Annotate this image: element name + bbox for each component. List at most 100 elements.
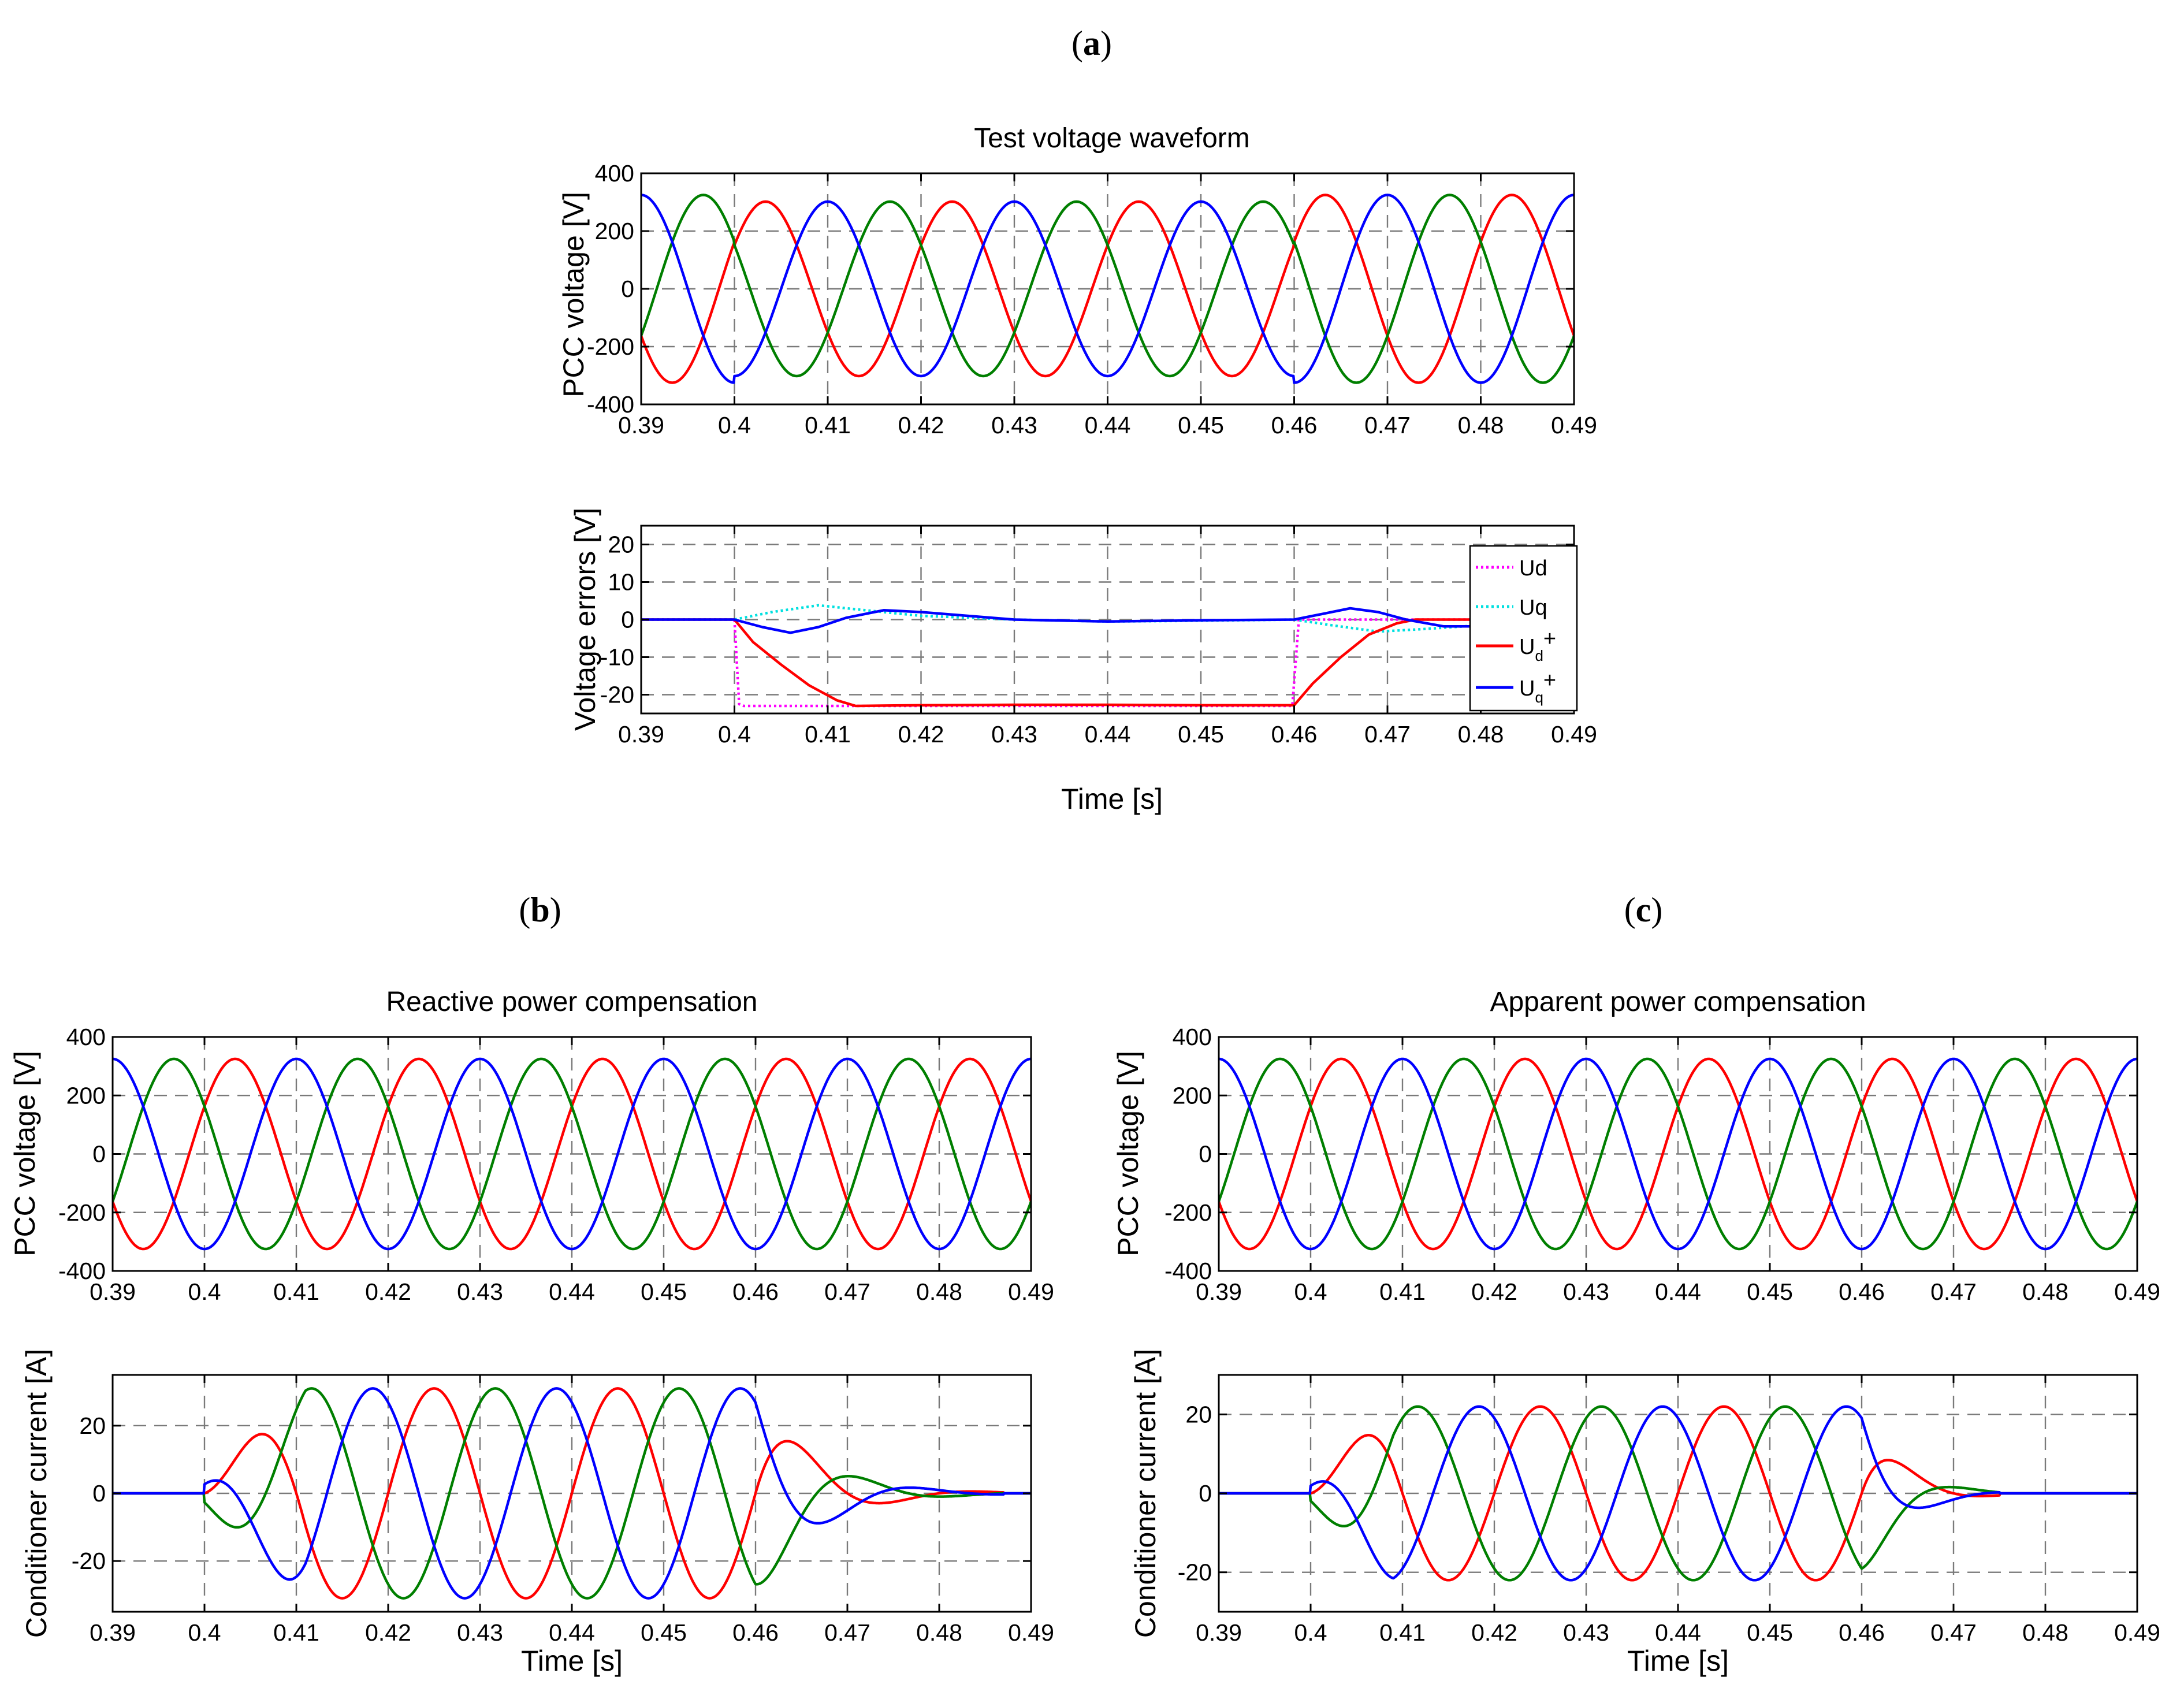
y-tick-label: 200 (1173, 1082, 1212, 1109)
x-tick-label: 0.4 (188, 1619, 221, 1646)
y-tick-label: -20 (1178, 1559, 1212, 1586)
x-tick-label: 0.39 (618, 721, 664, 748)
x-tick-label: 0.44 (549, 1619, 595, 1646)
series-line-phase-c (113, 1057, 1031, 1251)
x-tick-label: 0.46 (1839, 1619, 1885, 1646)
x-axis-label: Time [s] (1627, 1645, 1729, 1677)
chart-b-bottom: 0.39 0.4 0.41 0.42 0.43 0.44 0.45 0.46 0.47 0.48 0… (20, 1349, 1054, 1677)
chart-a-top: 0.39 0.4 0.41 0.42 0.43 0.44 0.45 0.46 0.47 0.48 0… (557, 123, 1597, 438)
x-tick-label: 0.49 (2114, 1619, 2160, 1646)
x-tick-label: 0.4 (1294, 1278, 1327, 1305)
x-tick-label: 0.44 (549, 1278, 595, 1305)
panel-label-b: (b) (519, 891, 561, 929)
x-tick-label: 0.39 (90, 1619, 136, 1646)
x-tick-label: 0.41 (1379, 1619, 1426, 1646)
x-tick-label: 0.49 (1008, 1619, 1054, 1646)
x-tick-label: 0.46 (732, 1278, 779, 1305)
x-tick-label: 0.46 (1271, 412, 1318, 438)
y-tick-label: -400 (587, 391, 634, 418)
x-tick-label: 0.45 (1178, 412, 1224, 438)
y-tick-label: -200 (1164, 1199, 1212, 1226)
series-line-phase-a (1219, 1405, 2137, 1582)
y-tick-label: -400 (58, 1258, 106, 1284)
chart-title: Apparent power compensation (1490, 987, 1866, 1017)
x-tick-label: 0.46 (1271, 721, 1318, 748)
y-tick-label: -20 (72, 1548, 106, 1574)
legend-entry-uq-plus: Uq+ (1476, 668, 1556, 706)
legend-label: Uq (1519, 596, 1547, 620)
x-axis-label: Time [s] (521, 1645, 623, 1677)
y-tick-label: 0 (1199, 1141, 1212, 1168)
legend-label: Ud+ (1519, 627, 1556, 664)
x-tick-label: 0.49 (1551, 721, 1597, 748)
chart-title: Reactive power compensation (386, 987, 757, 1017)
y-axis-label: PCC voltage [V] (557, 192, 590, 397)
legend-entry-ud-plus: Ud+ (1476, 627, 1556, 664)
series-group (1219, 1057, 2137, 1251)
plot-border (111, 1036, 1032, 1272)
series-line-phase-b (1219, 1405, 2137, 1582)
x-tick-label: 0.41 (805, 412, 851, 438)
series-line-phase-c (1219, 1057, 2137, 1251)
x-tick-label: 0.47 (1930, 1278, 1977, 1305)
x-tick-label: 0.49 (2114, 1278, 2160, 1305)
plot-border (1218, 1374, 2138, 1613)
x-tick-label: 0.43 (1563, 1619, 1609, 1646)
series-line-phase-b (113, 1387, 1031, 1600)
x-tick-label: 0.44 (1085, 412, 1131, 438)
series-line-ud-plus (641, 618, 1574, 708)
x-tick-label: 0.46 (1839, 1278, 1885, 1305)
y-tick-label: 0 (621, 607, 634, 633)
x-tick-label: 0.47 (824, 1619, 870, 1646)
x-tick-label: 0.42 (898, 412, 944, 438)
x-tick-label: 0.4 (1294, 1619, 1327, 1646)
plot-border (640, 172, 1575, 406)
x-tick-label: 0.44 (1655, 1619, 1701, 1646)
legend-label: Ud (1519, 556, 1547, 581)
x-tick-label: 0.41 (273, 1278, 319, 1305)
series-line-phase-c (1219, 1405, 2137, 1582)
ticks: 0.39 0.4 0.41 0.42 0.43 0.44 0.45 0.46 0.47 0.48 0… (1178, 1375, 2160, 1646)
x-tick-label: 0.41 (273, 1619, 319, 1646)
x-tick-label: 0.43 (457, 1619, 503, 1646)
x-tick-label: 0.45 (641, 1278, 687, 1305)
ticks: 0.39 0.4 0.41 0.42 0.43 0.44 0.45 0.46 0.47 0.48 0… (587, 160, 1597, 438)
x-tick-label: 0.41 (1379, 1278, 1426, 1305)
x-tick-label: 0.47 (824, 1278, 870, 1305)
y-tick-label: 20 (79, 1412, 106, 1439)
y-tick-label: 0 (92, 1480, 106, 1507)
x-tick-label: 0.48 (1458, 412, 1504, 438)
series-group (1219, 1405, 2137, 1582)
x-tick-label: 0.41 (805, 721, 851, 748)
chart-a-bottom: 0.39 0.4 0.41 0.42 0.43 0.44 0.45 0.46 0.47 0.48 0… (569, 508, 1597, 815)
y-axis-label: Conditioner current [A] (20, 1349, 53, 1638)
legend-frame (1469, 545, 1578, 712)
x-tick-label: 0.48 (916, 1278, 962, 1305)
x-tick-label: 0.45 (1747, 1619, 1793, 1646)
x-tick-label: 0.45 (641, 1619, 687, 1646)
x-tick-label: 0.42 (365, 1278, 411, 1305)
y-axis-label: PCC voltage [V] (1112, 1051, 1144, 1256)
y-tick-label: 20 (1185, 1401, 1212, 1427)
y-axis-label: Voltage errors [V] (569, 508, 601, 731)
x-tick-label: 0.47 (1364, 721, 1411, 748)
chart-legend: Ud Uq Ud+ Uq+ (1469, 545, 1578, 712)
plot-border (111, 1374, 1032, 1613)
x-tick-label: 0.42 (365, 1619, 411, 1646)
x-tick-label: 0.4 (718, 721, 751, 748)
x-tick-label: 0.43 (991, 412, 1037, 438)
ticks: 0.39 0.4 0.41 0.42 0.43 0.44 0.45 0.46 0.47 0.48 0… (72, 1375, 1054, 1646)
x-tick-label: 0.43 (1563, 1278, 1609, 1305)
x-tick-label: 0.39 (1196, 1619, 1242, 1646)
series-line-phase-c (641, 194, 1574, 384)
x-tick-label: 0.47 (1930, 1619, 1977, 1646)
x-tick-label: 0.49 (1551, 412, 1597, 438)
chart-b-top: 0.39 0.4 0.41 0.42 0.43 0.44 0.45 0.46 0.47 0.48 0… (9, 987, 1054, 1305)
y-tick-label: 200 (66, 1082, 106, 1109)
x-tick-label: 0.48 (2022, 1619, 2068, 1646)
y-tick-label: 400 (1173, 1024, 1212, 1050)
series-line-phase-c (113, 1387, 1031, 1600)
y-tick-label: 20 (608, 531, 634, 558)
y-tick-label: 400 (595, 160, 634, 187)
x-tick-label: 0.48 (916, 1619, 962, 1646)
